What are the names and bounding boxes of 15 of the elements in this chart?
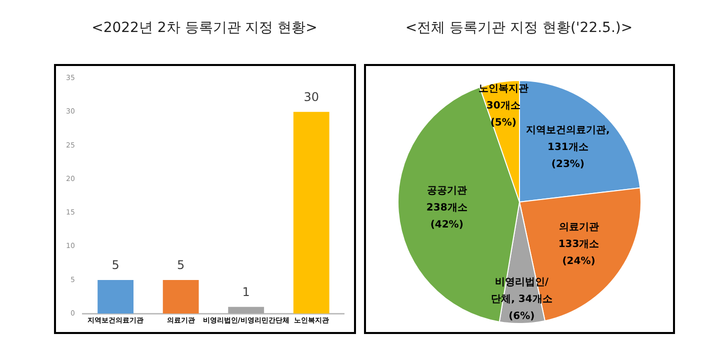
data-label: 5 bbox=[176, 258, 184, 272]
slice-label: 지역보건의료기관, 131개소 (23%) bbox=[526, 125, 610, 170]
data-label: 1 bbox=[242, 285, 250, 299]
data-label: 133개소 (24%) bbox=[558, 239, 599, 268]
chart-title: <전체 등록기관 지정 현황('22.5.)> bbox=[405, 19, 633, 38]
bar bbox=[228, 306, 264, 314]
bar bbox=[162, 280, 198, 314]
bar bbox=[97, 280, 133, 314]
chart-title: <2022년 2차 등록기관 지정 현황> bbox=[92, 19, 318, 38]
slice-label: 의료기관 bbox=[558, 222, 598, 234]
data-label: 5 bbox=[111, 258, 119, 272]
data-label: 238개소 (42%) bbox=[426, 202, 467, 231]
data-label: 30 bbox=[303, 90, 319, 104]
slice-label: 공공기관 bbox=[426, 186, 466, 197]
bar bbox=[292, 112, 329, 314]
